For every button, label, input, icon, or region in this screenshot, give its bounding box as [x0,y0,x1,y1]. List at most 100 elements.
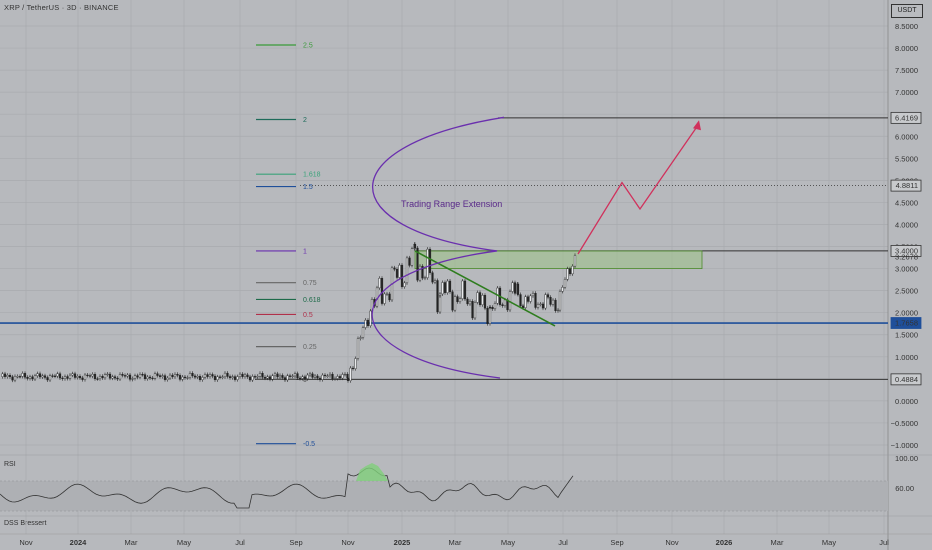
fib-level-label: 1 [303,248,307,255]
candle-body [521,305,525,308]
candle-body [246,374,249,378]
candle-body [323,374,327,377]
candle-body [410,248,414,266]
candle-body [173,374,177,378]
candle-body [413,244,417,249]
candle-body [61,377,64,379]
candle-body [256,376,259,378]
candle-body [121,374,124,376]
candle-body [78,376,82,379]
x-tick-label: May [177,538,191,547]
candle-body [321,374,324,380]
candle-body [446,280,449,293]
rsi-tick-label: 60.00 [895,484,914,493]
x-tick-label: 2026 [716,538,733,547]
candle-body [73,373,77,378]
candle-body [113,376,117,379]
candle-body [529,295,532,302]
candle-body [156,373,159,376]
candle-body [261,373,264,378]
y-tick-label: 5.5000 [895,154,918,163]
x-tick-label: Sep [289,538,302,547]
candle-body [354,358,357,369]
candle-body [143,374,147,380]
candle-body [343,373,347,376]
y-tick-label: −0.5000 [891,419,918,428]
candle-body [471,301,474,319]
candle-body [361,327,365,338]
candle-body [93,374,97,379]
candle-body [158,375,162,377]
candle-body [461,280,464,299]
currency-button[interactable]: USDT [891,4,923,18]
x-tick-label: 2024 [70,538,88,547]
candle-body [448,280,452,293]
candle-body [233,376,237,380]
candle-body [208,374,212,377]
candle-body [503,299,507,306]
candle-body [431,272,434,283]
candle-body [331,373,334,379]
y-tick-label: 7.0000 [895,88,918,97]
candle-body [248,376,252,381]
y-tick-label: −1.0000 [891,441,918,450]
price-tag [890,179,922,192]
candle-body [273,373,277,376]
candle-body [86,374,89,377]
rsi-band [0,481,888,511]
candle-body [146,376,149,380]
candle-body [549,296,552,305]
candle-body [393,267,396,270]
candle-body [171,374,174,378]
candle-body [488,306,492,324]
candle-body [293,373,297,377]
candle-body [453,296,457,311]
candle-body [31,376,34,380]
candle-body [103,374,107,379]
x-tick-label: Nov [665,538,679,547]
price-tag-label: 3.2678 [895,252,918,261]
candle-body [566,268,569,280]
candle-body [83,374,87,380]
candle-body [421,265,424,279]
candle-body [536,304,540,308]
dss-title: DSS Bressert [4,520,47,527]
candle-body [476,292,479,303]
candle-body [298,377,302,380]
candle-body [416,247,419,281]
candle-body [226,372,229,377]
candle-body [231,376,234,378]
candle-body [466,298,469,305]
candle-body [186,377,189,379]
candle-body [178,375,182,380]
candle-body [383,293,386,304]
candle-body [281,375,284,378]
candle-body [316,375,319,379]
candle-body [91,374,94,377]
candle-body [288,375,292,377]
fib-level-label: -0.5 [303,441,315,448]
candle-body [428,248,432,273]
candle-body [546,294,550,298]
candle-body [346,377,350,381]
candle-body [395,269,399,278]
candle-body [328,373,332,377]
candle-body [223,372,227,378]
x-tick-label: Jul [879,538,889,547]
y-tick-label: 6.0000 [895,132,918,141]
x-tick-label: Jul [235,538,245,547]
fib-level-label: 2.5 [303,42,313,49]
candle-body [568,268,572,275]
price-tag [890,111,922,124]
candle-body [23,373,27,378]
candle-body [341,374,344,379]
x-tick-label: 2025 [394,538,411,547]
candle-body [451,291,454,311]
candle-body [133,375,137,379]
candle-body [531,293,535,297]
y-tick-label: 1.5000 [895,331,918,340]
candle-body [41,375,44,378]
x-tick-label: Mar [125,538,138,547]
candle-body [216,376,219,381]
